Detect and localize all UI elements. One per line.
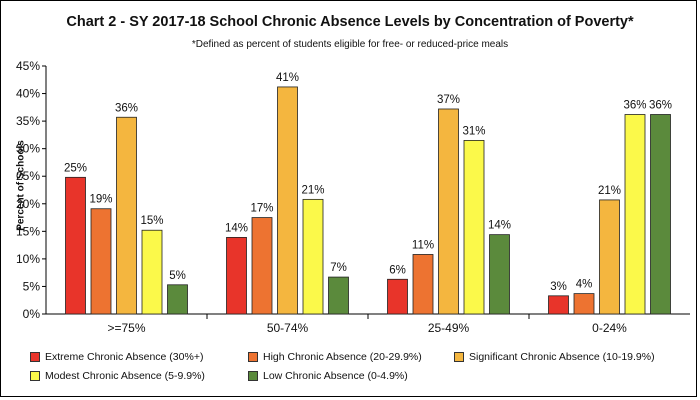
x-tick-label: >=75% (107, 321, 145, 335)
y-tick-label: 40% (16, 87, 40, 101)
data-label: 5% (169, 270, 186, 282)
bar (328, 276, 349, 315)
data-label: 37% (437, 94, 460, 106)
bar (650, 114, 671, 315)
legend-label: Significant Chronic Absence (10-19.9%) (469, 351, 655, 363)
bar (167, 284, 188, 315)
bar (412, 254, 434, 315)
bar (624, 114, 646, 315)
bar (251, 217, 273, 315)
data-label: 25% (64, 162, 87, 174)
legend-swatch (248, 371, 258, 381)
legend-item: High Chronic Absence (20-29.9%) (248, 351, 422, 363)
x-tick-label: 0-24% (592, 321, 627, 335)
bar (548, 295, 569, 315)
bar (489, 234, 510, 315)
bar (277, 86, 298, 315)
data-label: 6% (389, 264, 406, 276)
chart-subtitle: *Defined as percent of students eligible… (191, 39, 509, 50)
data-label: 15% (140, 215, 163, 227)
data-label: 36% (115, 102, 138, 114)
data-label: 11% (412, 239, 434, 251)
bar (65, 176, 86, 315)
data-label: 21% (598, 185, 621, 197)
legend-label: Modest Chronic Absence (5-9.9%) (45, 370, 205, 382)
data-label: 14% (225, 222, 248, 234)
y-tick-label: 35% (16, 114, 40, 128)
y-tick-label: 25% (16, 169, 40, 183)
x-tick-label: 50-74% (267, 321, 309, 335)
bar (387, 278, 408, 315)
legend-label: High Chronic Absence (20-29.9%) (263, 351, 422, 363)
data-label: 31% (462, 125, 485, 137)
x-tick-label: 25-49% (428, 321, 470, 335)
y-tick-label: 30% (16, 142, 40, 156)
data-label: 14% (488, 220, 511, 232)
y-tick-label: 10% (16, 252, 40, 266)
legend-item: Modest Chronic Absence (5-9.9%) (30, 370, 205, 382)
data-label: 19% (89, 194, 112, 206)
bar (463, 139, 485, 315)
y-tick-label: 45% (16, 59, 40, 73)
legend-item: Extreme Chronic Absence (30%+) (30, 351, 203, 363)
bar (573, 293, 595, 315)
bar (438, 108, 459, 315)
bar (90, 208, 112, 315)
data-label: 3% (550, 281, 567, 293)
bar (226, 236, 247, 315)
legend-swatch (248, 352, 258, 362)
bar-chart: 0% 5% 10% 15% 20% 25% 30% 35% 40% 45% >=75% 25% 19% 3… (16, 59, 690, 335)
data-label: 7% (330, 262, 347, 274)
legend-label: Low Chronic Absence (0-4.9%) (263, 370, 408, 382)
y-tick-label: 5% (23, 279, 41, 293)
bar (599, 199, 620, 315)
bar (302, 198, 324, 315)
chart-title: Chart 2 - SY 2017-18 School Chronic Abse… (66, 14, 634, 30)
data-label: 17% (250, 203, 273, 215)
y-tick-label: 0% (23, 307, 41, 321)
data-label: 36% (649, 99, 672, 111)
y-tick-label: 20% (16, 197, 40, 211)
bar (141, 229, 163, 315)
data-label: 21% (301, 184, 324, 196)
legend-swatch (454, 352, 464, 362)
legend-swatch (30, 371, 40, 381)
data-label: 36% (623, 99, 646, 111)
legend-item: Low Chronic Absence (0-4.9%) (248, 370, 408, 382)
data-label: 41% (276, 72, 299, 84)
legend-label: Extreme Chronic Absence (30%+) (45, 351, 204, 363)
y-tick-label: 15% (16, 224, 40, 238)
data-label: 4% (576, 279, 593, 291)
bar (116, 116, 137, 315)
legend-item: Significant Chronic Absence (10-19.9%) (454, 351, 655, 363)
legend-swatch (30, 352, 40, 362)
